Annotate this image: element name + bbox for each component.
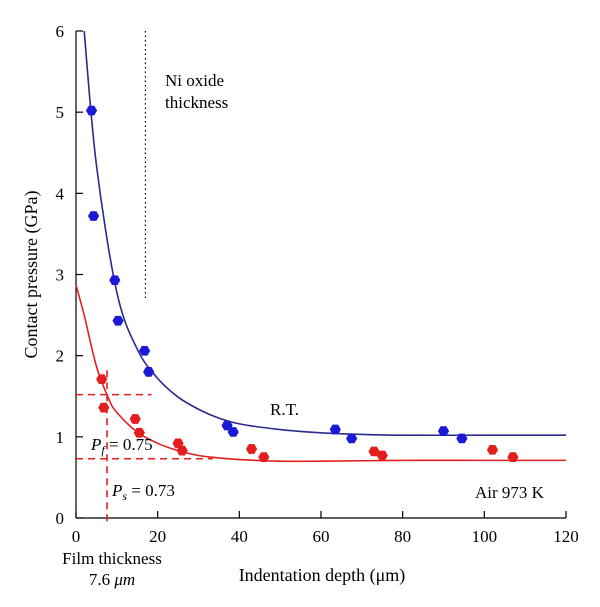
rt-series-label: R.T. bbox=[270, 400, 299, 419]
air-973k-data-point bbox=[98, 402, 110, 413]
x-tick-label: 40 bbox=[231, 527, 248, 546]
rt-data-point bbox=[456, 433, 468, 444]
y-tick-label: 3 bbox=[56, 266, 65, 285]
y-tick-label: 5 bbox=[56, 103, 65, 122]
pf-value-label: Pf = 0.75 bbox=[90, 435, 153, 457]
rt-data-point bbox=[112, 315, 124, 326]
y-tick-label: 4 bbox=[56, 184, 65, 203]
film-thickness-label-line2: 7.6 μm bbox=[89, 570, 135, 589]
rt-data-point bbox=[329, 424, 341, 435]
rt-data-point bbox=[87, 211, 100, 221]
air-973k-data-point bbox=[368, 446, 380, 457]
rt-data-point bbox=[143, 367, 155, 377]
rt-data-point bbox=[85, 105, 98, 116]
ni-oxide-label-line1: Ni oxide bbox=[165, 71, 224, 90]
rt-data-point bbox=[109, 275, 121, 286]
air-973k-data-point bbox=[245, 444, 258, 454]
air-973k-series-label: Air 973 K bbox=[475, 483, 545, 502]
air-973k-data-point bbox=[258, 452, 270, 462]
y-tick-label: 6 bbox=[56, 22, 65, 41]
air-973k-fit-curve bbox=[75, 284, 566, 463]
rt-data-point bbox=[221, 420, 233, 431]
y-tick-label: 0 bbox=[56, 509, 65, 528]
film-thickness-label-line1: Film thickness bbox=[62, 549, 162, 568]
air-973k-data-point bbox=[129, 414, 141, 424]
rt-fit-curve bbox=[83, 30, 566, 437]
rt-data-point bbox=[139, 345, 151, 356]
x-tick-label: 0 bbox=[72, 527, 81, 546]
x-tick-label: 120 bbox=[553, 527, 579, 546]
ps-value-label: Ps = 0.73 bbox=[111, 481, 175, 503]
ni-oxide-label-line2: thickness bbox=[165, 93, 228, 112]
air-973k-data-point bbox=[507, 452, 519, 462]
rt-data-point bbox=[346, 433, 358, 444]
rt-data-point bbox=[227, 427, 239, 437]
x-tick-label: 60 bbox=[313, 527, 330, 546]
air-973k-data-point bbox=[96, 374, 108, 385]
x-axis-title: Indentation depth (μm) bbox=[239, 565, 406, 586]
y-tick-label: 2 bbox=[56, 347, 65, 366]
air-973k-data-point bbox=[133, 427, 145, 438]
air-973k-data-point bbox=[376, 450, 388, 461]
x-tick-label: 100 bbox=[472, 527, 498, 546]
air-973k-data-point bbox=[486, 444, 499, 455]
x-tick-label: 80 bbox=[394, 527, 411, 546]
y-tick-label: 1 bbox=[56, 428, 65, 447]
air-973k-data-point bbox=[172, 438, 184, 449]
air-973k-data-point bbox=[176, 445, 188, 456]
rt-data-point bbox=[437, 426, 450, 436]
y-axis-title: Contact pressure (GPa) bbox=[21, 191, 42, 359]
x-tick-label: 20 bbox=[149, 527, 166, 546]
